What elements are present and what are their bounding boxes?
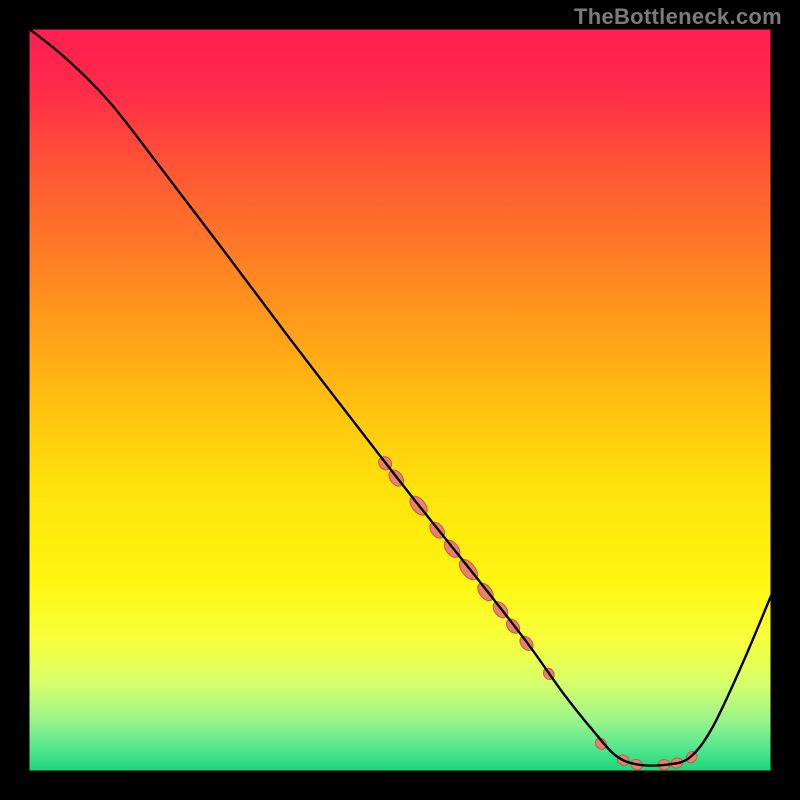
bottleneck-chart [0,0,800,800]
watermark-label: TheBottleneck.com [574,4,782,30]
chart-container: TheBottleneck.com [0,0,800,800]
